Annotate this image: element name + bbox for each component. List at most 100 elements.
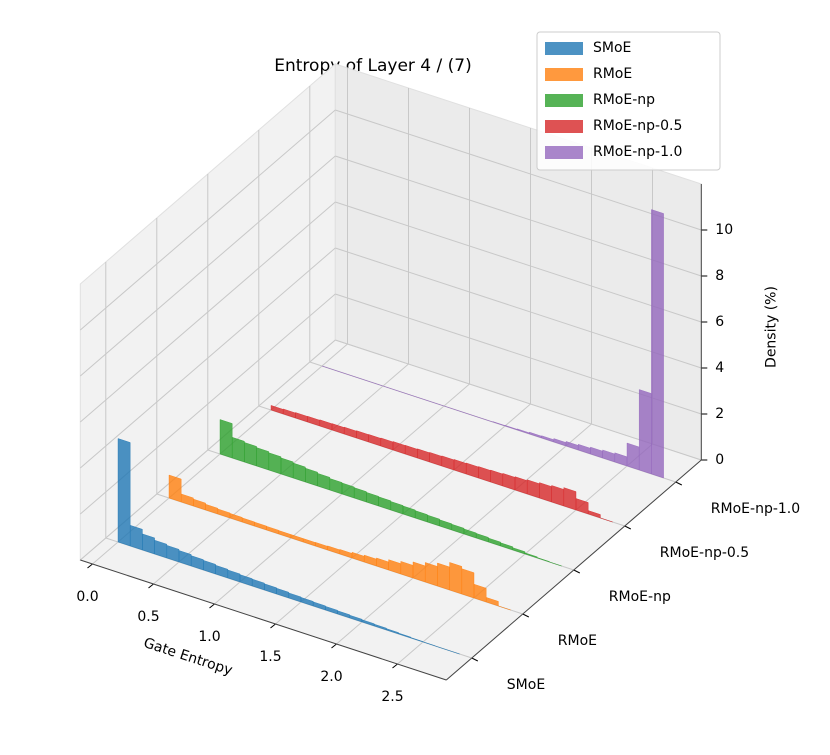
legend-label: SMoE	[593, 40, 631, 56]
bar	[415, 510, 428, 523]
bar	[378, 496, 391, 511]
grid-line	[335, 155, 702, 277]
legend-swatch	[545, 42, 583, 55]
x-tick-label: 2.0	[320, 669, 342, 685]
bar	[215, 564, 229, 579]
bar	[488, 537, 501, 547]
y-tick	[471, 657, 479, 662]
bar	[500, 542, 513, 551]
bar	[427, 514, 440, 527]
bar	[190, 555, 204, 571]
bar	[437, 562, 450, 591]
bar	[473, 583, 487, 603]
legend-swatch	[545, 146, 583, 159]
x-tick-label: 2.5	[381, 689, 403, 705]
bar	[354, 487, 367, 503]
bar	[293, 462, 306, 483]
bar	[168, 474, 182, 503]
bar	[451, 523, 465, 535]
bar	[203, 560, 216, 575]
bar	[447, 649, 460, 655]
z-tick-label: 6	[715, 314, 724, 330]
bar	[166, 545, 180, 563]
bar	[651, 209, 664, 479]
bar	[193, 498, 206, 511]
bar	[241, 517, 255, 527]
bar	[390, 501, 404, 515]
bar	[239, 574, 253, 587]
z-tick-label: 2	[715, 406, 724, 422]
bar	[486, 597, 499, 607]
y-tick-label: RMoE-np	[609, 589, 671, 605]
y-tick	[675, 481, 683, 486]
x-tick-label: 1.5	[259, 649, 281, 665]
y-tick-label: SMoE	[507, 677, 545, 693]
bar	[476, 533, 489, 543]
y-tick-label: RMoE-np-0.5	[660, 545, 749, 561]
bar	[626, 442, 640, 471]
bar	[410, 637, 424, 643]
bar	[142, 533, 155, 555]
x-tick	[148, 583, 154, 589]
legend-label: RMoE-np	[593, 92, 655, 108]
bar	[422, 641, 436, 647]
bar	[524, 552, 538, 559]
bar	[449, 562, 462, 595]
x-tick	[392, 663, 398, 669]
y-tick-label: RMoE	[558, 633, 597, 649]
bar	[268, 452, 282, 475]
legend-label: RMoE-np-1.0	[593, 144, 682, 160]
legend-swatch	[545, 94, 583, 107]
bar	[317, 473, 330, 491]
bar	[129, 525, 143, 551]
bar	[256, 447, 269, 471]
bar	[154, 539, 168, 559]
bar	[402, 505, 416, 519]
z-tick-label: 10	[715, 222, 733, 238]
bar	[288, 592, 302, 603]
grid-line	[335, 201, 702, 323]
bar	[600, 517, 613, 523]
z-axis-label: Density (%)	[763, 286, 779, 368]
bar	[512, 547, 526, 555]
bar	[254, 521, 267, 531]
bar	[264, 583, 277, 595]
bar	[575, 498, 589, 515]
z-tick-label: 8	[715, 268, 724, 284]
grid-line	[335, 109, 702, 231]
bar	[537, 557, 550, 563]
bar	[361, 619, 375, 627]
bar	[244, 442, 257, 467]
legend-box	[536, 31, 721, 171]
x-tick-label: 0.0	[76, 589, 98, 605]
z-tick-label: 0	[715, 452, 724, 468]
bar	[463, 528, 477, 539]
bar	[563, 487, 577, 511]
x-axis	[80, 559, 447, 681]
bar	[217, 508, 231, 519]
bar	[366, 492, 379, 507]
bar	[337, 610, 350, 619]
bar	[549, 561, 562, 567]
y-tick-label: RMoE-np-1.0	[711, 501, 800, 517]
z-tick-label: 4	[715, 360, 724, 376]
bar	[205, 503, 219, 515]
bar	[639, 389, 652, 475]
x-tick	[331, 643, 337, 649]
bar	[461, 568, 475, 599]
legend-swatch	[545, 68, 583, 81]
x-tick	[209, 603, 215, 609]
bar	[117, 438, 131, 547]
bar	[498, 605, 511, 611]
bar	[280, 457, 294, 479]
bar	[305, 467, 318, 487]
bar	[374, 623, 387, 631]
bar	[588, 510, 601, 519]
legend-swatch	[545, 120, 583, 133]
bar	[227, 569, 241, 583]
bar	[439, 519, 452, 531]
y-tick	[522, 613, 530, 618]
bar	[398, 632, 411, 639]
bar	[349, 614, 363, 623]
